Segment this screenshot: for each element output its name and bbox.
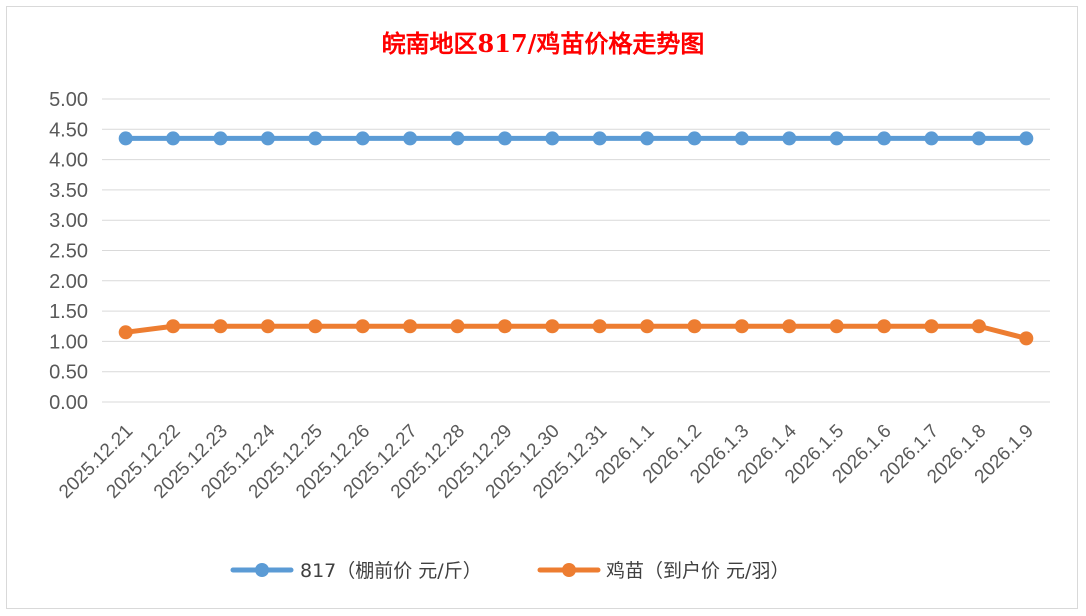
data-point: [308, 131, 323, 146]
data-point: [260, 131, 275, 146]
data-point: [118, 325, 133, 340]
legend-marker-swatch: [255, 563, 269, 577]
data-point: [924, 131, 939, 146]
data-point: [403, 131, 418, 146]
data-point: [687, 131, 702, 146]
data-point: [971, 319, 986, 334]
legend-item-1: 鸡苗（到户价 元/羽）: [537, 560, 789, 582]
data-point: [1019, 131, 1034, 146]
y-tick-label: 1.50: [49, 301, 88, 323]
data-point: [782, 131, 797, 146]
data-point: [213, 319, 228, 334]
data-point: [592, 131, 607, 146]
data-point: [118, 131, 133, 146]
data-point: [260, 319, 275, 334]
data-point: [877, 319, 892, 334]
data-point: [545, 319, 560, 334]
data-point: [687, 319, 702, 334]
data-point: [829, 131, 844, 146]
legend-label: 鸡苗（到户价 元/羽）: [606, 560, 789, 582]
y-tick-label: 4.00: [49, 150, 88, 172]
series-0: [118, 131, 1034, 146]
chart-title: 皖南地区817/鸡苗价格走势图: [382, 29, 705, 58]
data-point: [782, 319, 797, 334]
y-tick-label: 0.50: [49, 362, 88, 384]
data-point: [640, 131, 655, 146]
legend: 817（棚前价 元/斤） 鸡苗（到户价 元/羽）: [230, 560, 789, 582]
data-point: [592, 319, 607, 334]
data-point: [1019, 331, 1034, 346]
y-axis-ticks: 0.00 0.50 1.00 1.50 2.00 2.50 3.00 3.50 4.00 4.50…: [49, 89, 88, 414]
data-point: [545, 131, 560, 146]
chart-frame: [6, 6, 1078, 609]
data-point: [971, 131, 986, 146]
data-point: [403, 319, 418, 334]
data-point: [497, 319, 512, 334]
legend-item-0: 817（棚前价 元/斤）: [230, 560, 482, 582]
data-point: [497, 131, 512, 146]
gridlines: [102, 98, 1050, 403]
y-tick-label: 0.00: [49, 392, 88, 414]
data-point: [450, 319, 465, 334]
series-line: [123, 323, 1029, 341]
data-point: [355, 319, 370, 334]
data-point: [734, 131, 749, 146]
data-point: [355, 131, 370, 146]
data-point: [166, 131, 181, 146]
y-tick-label: 1.00: [49, 331, 88, 353]
legend-label: 817（棚前价 元/斤）: [300, 560, 482, 582]
x-axis-ticks: 2025.12.212025.12.222025.12.232025.12.24…: [55, 420, 1038, 502]
y-tick-label: 2.00: [49, 271, 88, 293]
data-point: [640, 319, 655, 334]
y-tick-label: 4.50: [49, 119, 88, 141]
y-tick-label: 3.00: [49, 210, 88, 232]
series-layer: [118, 131, 1034, 346]
legend-marker-swatch: [562, 563, 576, 577]
series-1: [118, 319, 1034, 346]
data-point: [450, 131, 465, 146]
data-point: [308, 319, 323, 334]
y-tick-label: 5.00: [49, 89, 88, 111]
data-point: [166, 319, 181, 334]
data-point: [829, 319, 844, 334]
y-tick-label: 2.50: [49, 241, 88, 263]
data-point: [213, 131, 228, 146]
data-point: [734, 319, 749, 334]
data-point: [877, 131, 892, 146]
y-tick-label: 3.50: [49, 180, 88, 202]
data-point: [924, 319, 939, 334]
